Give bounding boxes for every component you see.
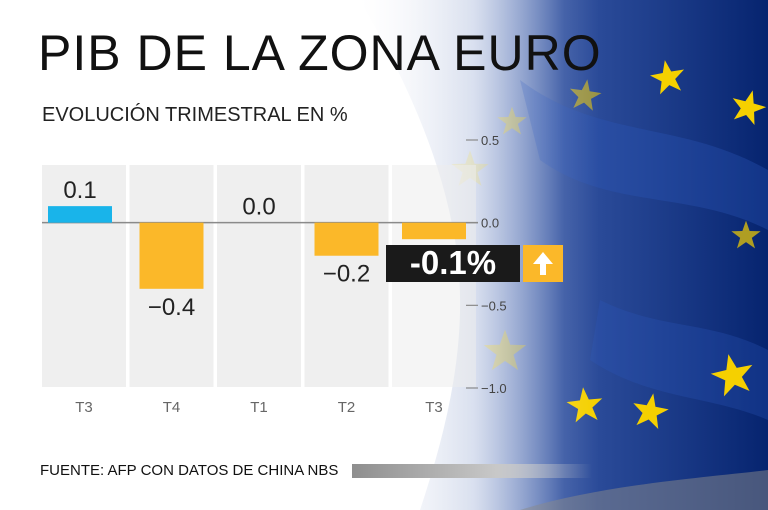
latest-value-text: -0.1% (410, 244, 496, 281)
bar-value-label: 0.1 (63, 177, 96, 204)
x-category-label: T1 (250, 399, 268, 416)
bar-value-label: 0.0 (242, 194, 275, 221)
y-tick-label: −1.0 (481, 381, 507, 396)
chart-title: PIB DE LA ZONA EURO (38, 25, 602, 81)
column-background (42, 165, 126, 387)
bar (48, 206, 112, 223)
bar-value-label: −0.2 (323, 261, 370, 288)
y-tick-label: −0.5 (481, 298, 507, 313)
bar (139, 222, 204, 289)
x-category-label: T3 (425, 399, 443, 416)
y-tick-label: 0.0 (481, 216, 499, 231)
x-category-label: T4 (163, 399, 181, 416)
x-category-label: T3 (75, 399, 93, 416)
chart-subtitle: EVOLUCIÓN TRIMESTRAL EN % (42, 104, 348, 126)
source-divider (352, 464, 592, 478)
column-background (304, 165, 389, 387)
arrow-up-icon (533, 252, 553, 275)
bar-value-label: −0.4 (148, 294, 195, 321)
y-tick-label: 0.5 (481, 133, 499, 148)
column-background (217, 165, 301, 387)
latest-value-badge (386, 245, 520, 282)
source-note: FUENTE: AFP CON DATOS DE CHINA NBS (40, 462, 339, 479)
bar (314, 222, 379, 256)
bar (402, 222, 466, 240)
x-category-label: T2 (338, 399, 356, 416)
